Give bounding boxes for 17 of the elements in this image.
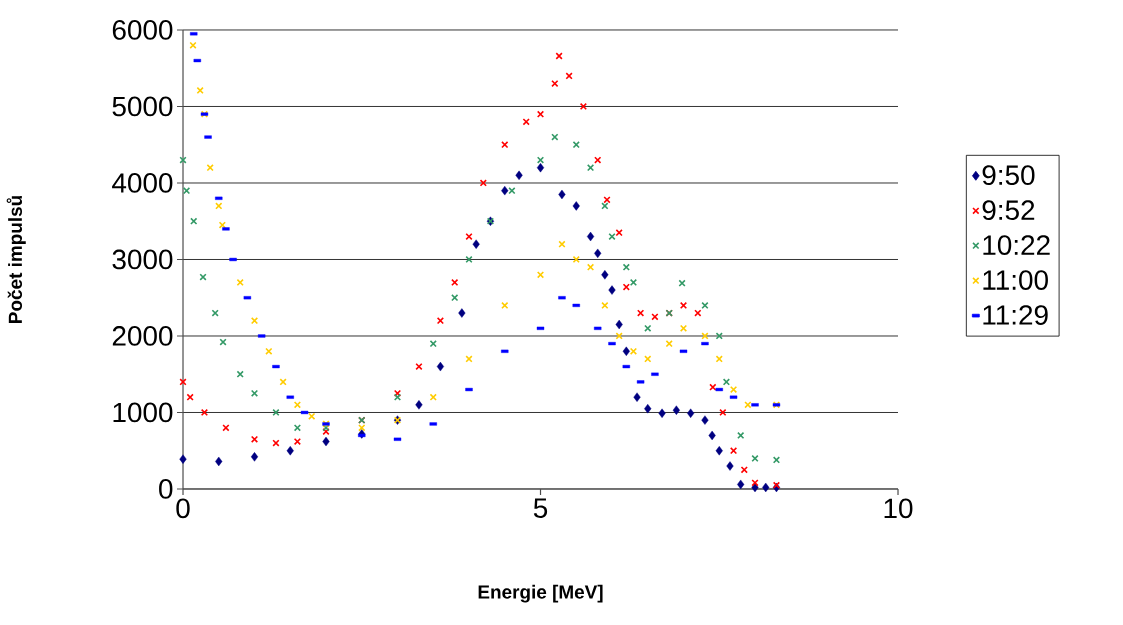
y-tick-label: 5000 [112, 96, 173, 117]
legend-label: 9:50 [982, 165, 1035, 186]
legend-label: 10:22 [983, 235, 1050, 255]
legend-label: 11:29 [983, 305, 1048, 325]
x-tick-label: 0 [176, 498, 190, 519]
x-tick-label: 10 [884, 498, 913, 519]
y-tick-label: 4000 [112, 173, 173, 193]
x-tick-label: 5 [533, 498, 548, 518]
y-axis-title: Počet impulsů [6, 196, 26, 323]
legend-label: 9:52 [982, 200, 1035, 221]
y-tick-label: 3000 [112, 249, 173, 270]
y-tick-label: 1000 [113, 402, 173, 423]
y-tick-label: 6000 [112, 20, 173, 40]
legend-label: 11:00 [983, 270, 1048, 290]
y-tick-label: 0 [159, 479, 173, 499]
y-tick-label: 2000 [112, 326, 173, 346]
x-axis-title: Energie [MeV] [478, 584, 603, 603]
